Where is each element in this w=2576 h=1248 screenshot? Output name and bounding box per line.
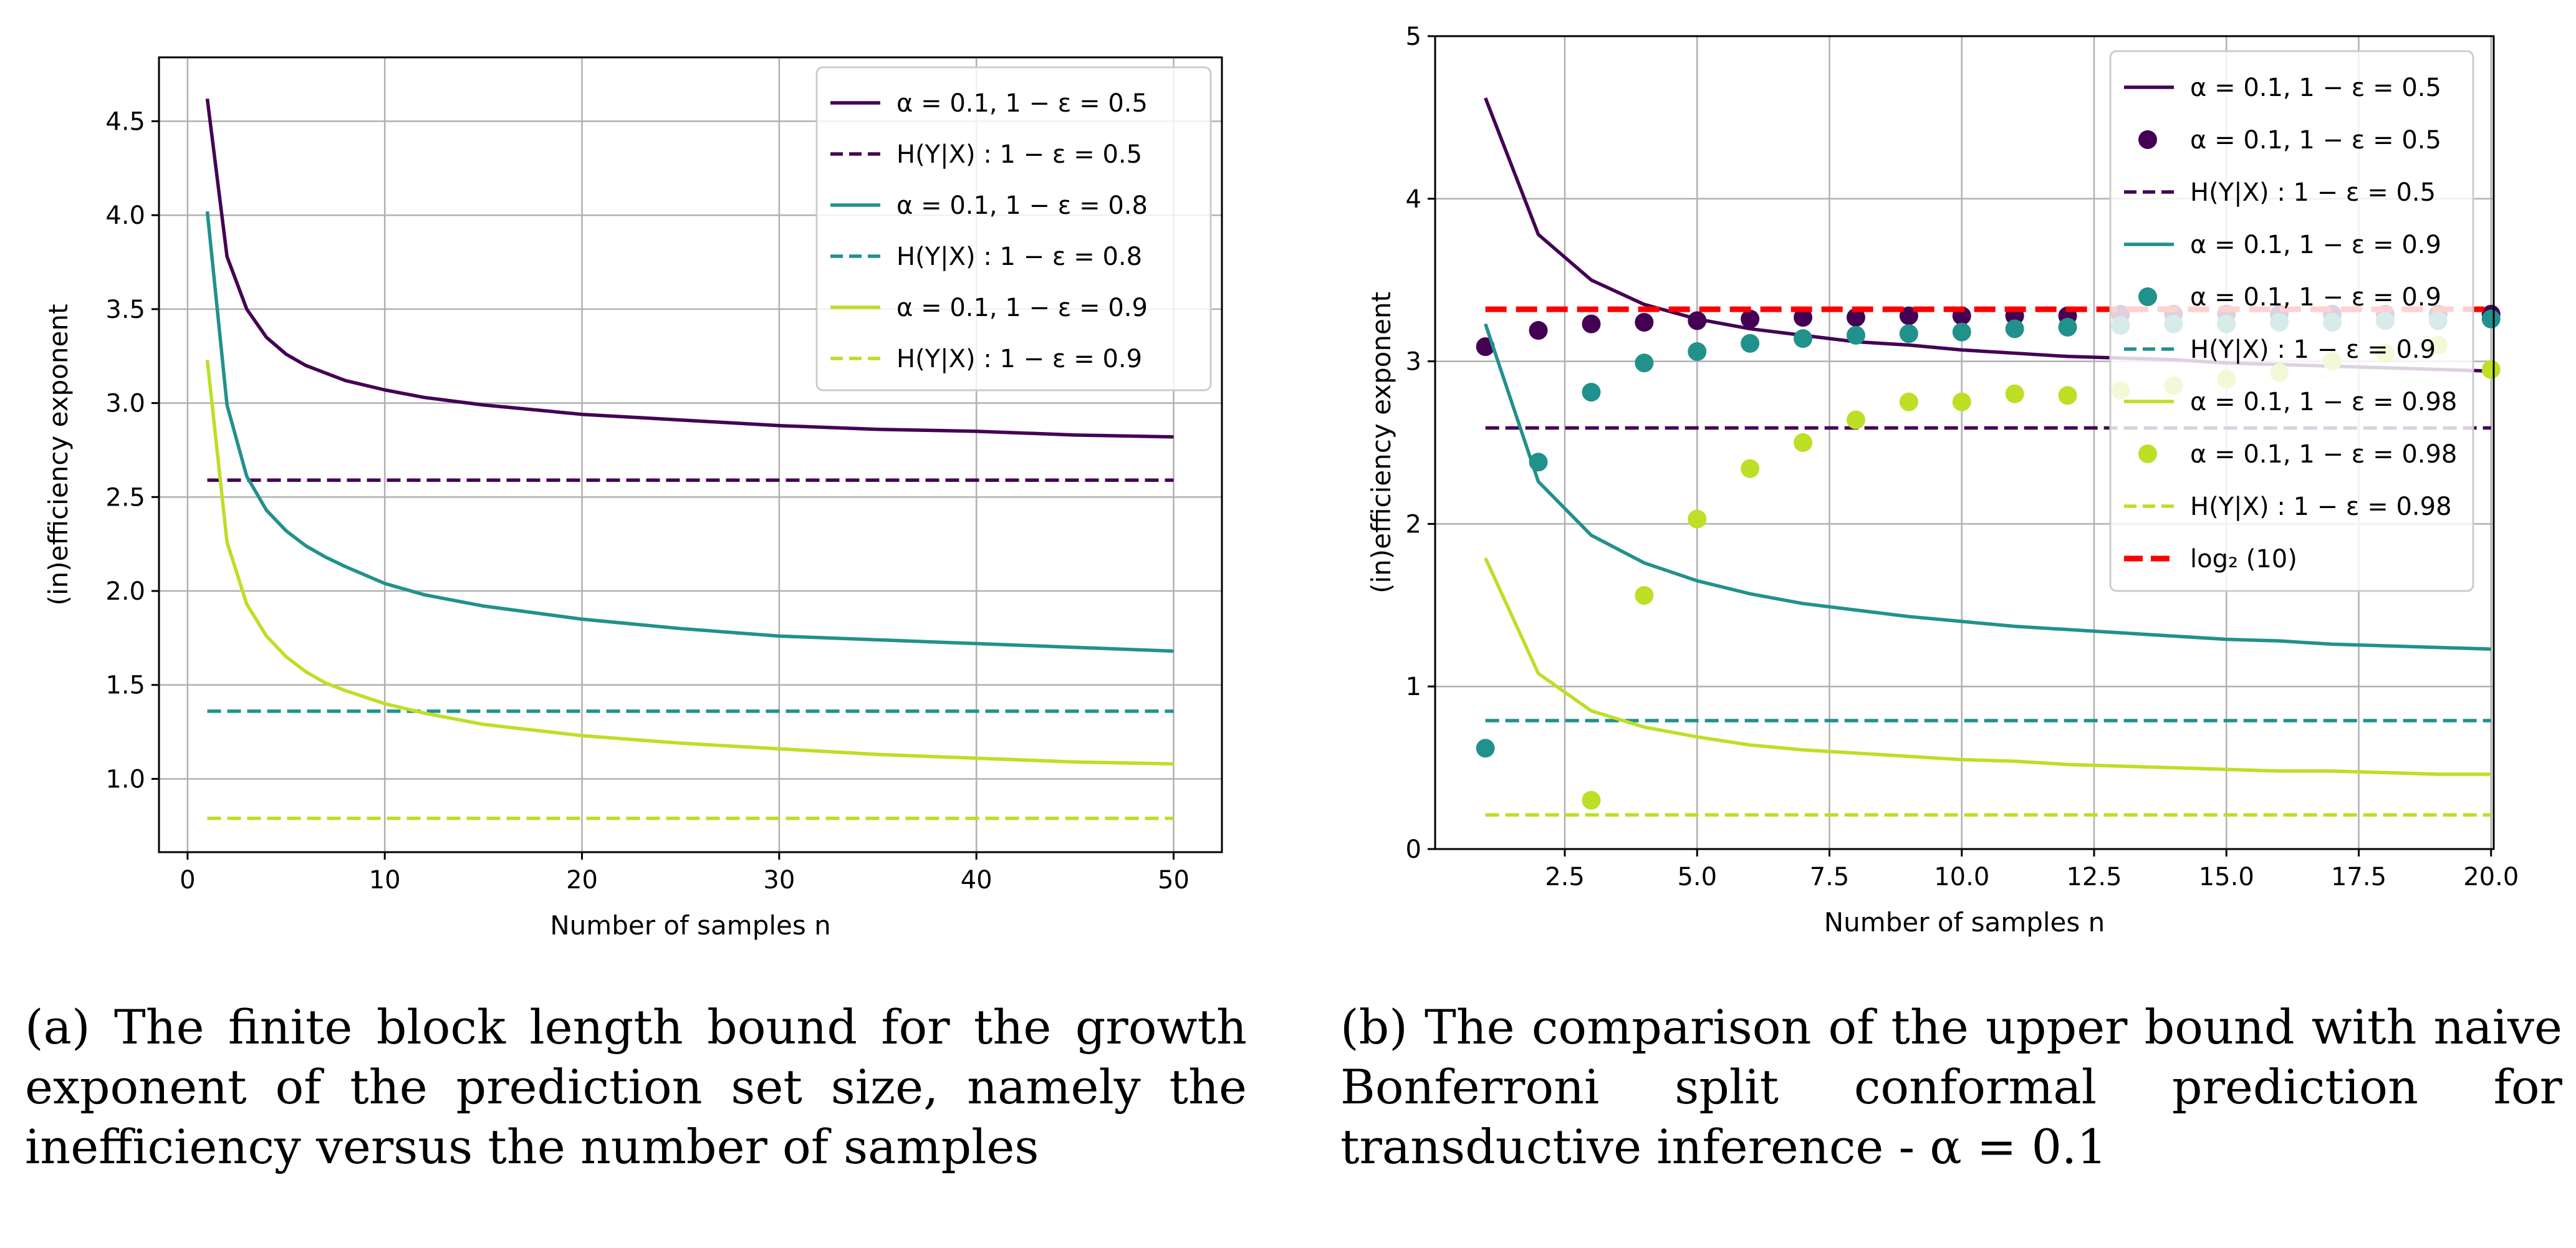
legend-label: H(Y|X) : 1 − ε = 0.5 <box>2190 178 2436 207</box>
data-point <box>1846 308 1865 327</box>
series-line <box>205 211 1174 653</box>
y-tick-label: 4.0 <box>105 201 145 230</box>
y-axis-label: (in)efficiency exponent <box>43 304 74 606</box>
y-tick-label: 2 <box>1406 510 1421 539</box>
data-point <box>1688 342 1707 361</box>
axes-frame <box>158 56 1223 853</box>
legend-label: α = 0.1, 1 − ε = 0.9 <box>896 294 1148 322</box>
legend-label: H(Y|X) : 1 − ε = 0.8 <box>896 242 1142 271</box>
y-tick-label: 3.0 <box>105 390 145 418</box>
x-tick-label: 30 <box>763 866 795 895</box>
legend-marker <box>2138 444 2157 463</box>
x-tick-label: 20 <box>566 866 598 895</box>
y-tick-label: 0 <box>1406 835 1421 864</box>
y-axis-label: (in)efficiency exponent <box>1366 292 1396 593</box>
y-tick-label: 2.0 <box>105 577 145 606</box>
legend-label: α = 0.1, 1 − ε = 0.9 <box>2190 283 2441 312</box>
x-tick-label: 0 <box>180 866 195 895</box>
x-tick-label: 17.5 <box>2331 863 2386 891</box>
data-point <box>1952 322 1971 342</box>
y-tick-label: 3 <box>1406 348 1421 377</box>
data-point <box>1582 790 1601 810</box>
legend-marker <box>2138 287 2157 306</box>
x-tick-label: 7.5 <box>1810 863 1850 891</box>
data-point <box>1635 353 1654 373</box>
data-point <box>2058 386 2077 405</box>
x-tick-label: 5.0 <box>1677 863 1717 891</box>
data-point <box>1741 459 1760 478</box>
legend-box <box>815 66 1212 391</box>
y-tick-label: 1.0 <box>105 765 145 794</box>
legend-label: α = 0.1, 1 − ε = 0.9 <box>2190 231 2441 259</box>
legend-marker <box>2138 130 2157 149</box>
x-tick-label: 10 <box>369 866 401 895</box>
legend-label: H(Y|X) : 1 − ε = 0.98 <box>2190 492 2452 521</box>
data-point <box>2005 319 2024 338</box>
legend: α = 0.1, 1 − ε = 0.5 H(Y|X) : 1 − ε = 0.5… <box>815 66 1212 391</box>
data-point <box>2058 317 2077 337</box>
x-tick-label: 12.5 <box>2066 863 2122 891</box>
data-point <box>1635 586 1654 605</box>
data-point <box>1688 509 1707 529</box>
data-point <box>1476 739 1495 758</box>
data-point <box>1899 324 1918 343</box>
data-point <box>1529 453 1548 472</box>
y-tick-label: 2.5 <box>105 483 145 512</box>
chart-b: 2.5 5.0 7.5 10.0 12.5 15.0 17.5 20.0 0 1 2 3 4 5 Numbe… <box>1366 22 2519 938</box>
y-tick-label: 1.5 <box>105 671 145 700</box>
series-line <box>205 359 1174 766</box>
data-point <box>2005 384 2024 403</box>
y-tick-label: 3.5 <box>105 295 145 324</box>
legend-label: H(Y|X) : 1 − ε = 0.9 <box>896 345 1142 373</box>
data-point <box>1635 313 1654 332</box>
axes-frame <box>1434 35 2495 850</box>
data-point <box>1899 392 1918 411</box>
series-line <box>1484 557 2491 776</box>
y-tick-label: 4.5 <box>105 107 145 136</box>
data-point <box>1741 334 1760 353</box>
x-tick-label: 40 <box>961 866 992 895</box>
data-point <box>1582 314 1601 334</box>
data-point <box>1582 383 1601 402</box>
series-line <box>205 98 1174 439</box>
data-point <box>1794 433 1813 452</box>
legend: α = 0.1, 1 − ε = 0.5 α = 0.1, 1 − ε = 0.5… <box>2109 50 2474 592</box>
data-point <box>2481 309 2501 329</box>
data-point <box>1794 329 1813 348</box>
x-tick-label: 20.0 <box>2463 863 2519 891</box>
legend-label: α = 0.1, 1 − ε = 0.5 <box>2190 126 2441 155</box>
chart-a: 0 10 20 30 40 50 1.0 1.5 2.0 2.5 3.0 3.5 4.0 4.5 Numbe… <box>43 56 1223 941</box>
x-axis-label: Number of samples n <box>550 910 830 941</box>
x-tick-label: 50 <box>1158 866 1189 895</box>
legend-label: α = 0.1, 1 − ε = 0.8 <box>896 191 1148 220</box>
legend-label: log₂ (10) <box>2190 545 2297 574</box>
x-tick-label: 15.0 <box>2199 863 2254 891</box>
series-line <box>1484 323 2491 651</box>
caption-a: (a) The finite block length bound for th… <box>25 999 1247 1174</box>
data-point <box>1529 321 1548 340</box>
x-tick-label: 10.0 <box>1934 863 1989 891</box>
legend-box <box>2109 50 2474 592</box>
legend-label: α = 0.1, 1 − ε = 0.98 <box>2190 388 2457 416</box>
data-point <box>1846 410 1865 430</box>
x-axis-label: Number of samples n <box>1824 907 2105 938</box>
data-point <box>1952 392 1971 411</box>
y-tick-label: 4 <box>1406 185 1421 214</box>
x-tick-label: 2.5 <box>1545 863 1585 891</box>
y-tick-label: 1 <box>1406 673 1421 701</box>
legend-label: α = 0.1, 1 − ε = 0.98 <box>2190 440 2457 469</box>
legend-label: α = 0.1, 1 − ε = 0.5 <box>2190 74 2441 102</box>
legend-label: H(Y|X) : 1 − ε = 0.9 <box>2190 335 2436 364</box>
data-point <box>1794 308 1813 327</box>
caption-b: (b) The comparison of the upper bound wi… <box>1340 999 2562 1174</box>
data-point <box>2481 360 2501 379</box>
legend-label: H(Y|X) : 1 − ε = 0.5 <box>896 140 1142 169</box>
data-point <box>1741 309 1760 329</box>
data-point <box>1846 325 1865 345</box>
y-tick-label: 5 <box>1406 22 1421 51</box>
data-point <box>1688 311 1707 330</box>
legend-label: α = 0.1, 1 − ε = 0.5 <box>896 89 1148 118</box>
